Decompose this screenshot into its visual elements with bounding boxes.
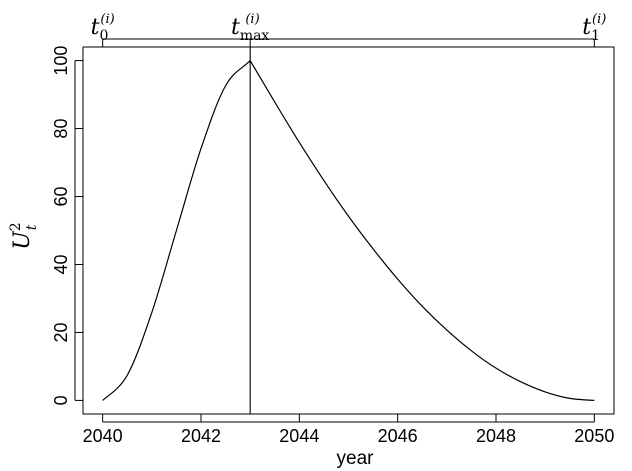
x-tick-label: 2046 bbox=[378, 426, 418, 446]
top-tick-label: t1(i) bbox=[582, 12, 606, 44]
x-tick-label: 2044 bbox=[279, 426, 319, 446]
svg-text:U2t: U2t bbox=[8, 222, 40, 249]
y-tick-label: 60 bbox=[51, 187, 71, 207]
top-tick-subscript: 1 bbox=[591, 28, 600, 44]
top-tick-subscript: max bbox=[240, 28, 270, 44]
top-tick-base: t bbox=[582, 15, 591, 40]
y-tick-label: 100 bbox=[51, 46, 71, 76]
x-axis-ticks: 2040 2042 2044 2046 2048 2050 bbox=[83, 414, 614, 446]
x-tick-label: 2042 bbox=[181, 426, 221, 446]
y-axis-ticks: 0 20 40 60 80 100 bbox=[51, 46, 83, 405]
y-tick-label: 40 bbox=[51, 254, 71, 274]
y-title-base: U bbox=[10, 230, 35, 250]
y-tick-label: 20 bbox=[51, 322, 71, 342]
top-tick-label: tmax(i) bbox=[231, 12, 269, 44]
x-tick-label: 2040 bbox=[83, 426, 123, 446]
y-tick-label: 0 bbox=[51, 395, 71, 405]
top-axis-marks: t0(i) tmax(i) t1(i) bbox=[91, 12, 606, 47]
top-tick-base: t bbox=[91, 15, 100, 40]
top-tick-superscript: (i) bbox=[245, 12, 259, 27]
plot-frame bbox=[82, 46, 615, 415]
top-tick-subscript: 0 bbox=[99, 28, 108, 44]
x-axis-title: year bbox=[337, 448, 375, 469]
y-axis-title: U2t bbox=[8, 222, 40, 249]
top-tick-label: t0(i) bbox=[91, 12, 115, 44]
top-tick-superscript: (i) bbox=[100, 12, 114, 27]
series-line bbox=[102, 59, 595, 402]
top-tick-base: t bbox=[231, 15, 240, 40]
x-tick-label: 2050 bbox=[574, 426, 614, 446]
x-tick-label: 2048 bbox=[476, 426, 516, 446]
y-title-subscript: t bbox=[24, 224, 40, 230]
top-tick-superscript: (i) bbox=[592, 12, 606, 27]
y-tick-label: 80 bbox=[51, 119, 71, 139]
y-title-superscript: 2 bbox=[8, 222, 24, 231]
plot-area bbox=[82, 46, 615, 415]
